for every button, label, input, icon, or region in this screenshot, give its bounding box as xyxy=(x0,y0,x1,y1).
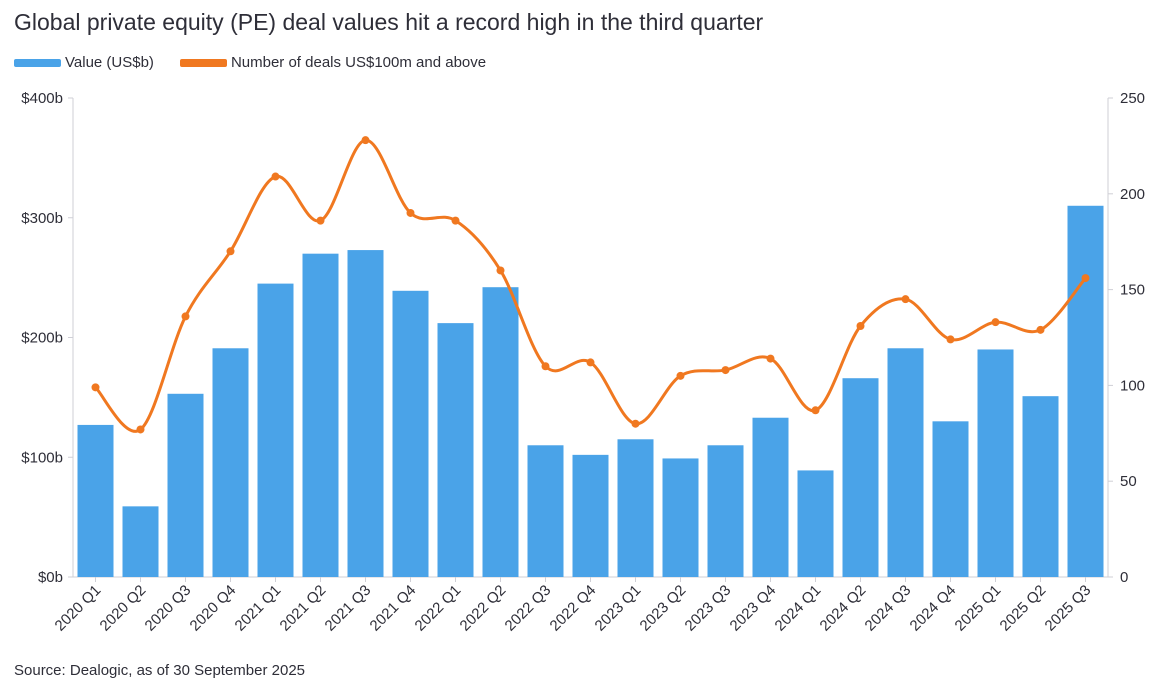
deals-point xyxy=(856,322,865,331)
bar xyxy=(1067,205,1104,577)
x-tick-label: 2021 Q4 xyxy=(367,582,420,635)
deals-point xyxy=(811,406,820,415)
y-right-tick-label: 100 xyxy=(1120,377,1145,394)
legend-item-deals: Number of deals US$100m and above xyxy=(179,54,487,71)
bar xyxy=(572,454,609,577)
legend-swatch-deals xyxy=(179,58,227,67)
x-tick-label: 2024 Q4 xyxy=(907,582,960,635)
deals-point xyxy=(91,383,100,392)
deals-point xyxy=(136,425,145,434)
x-tick-label: 2021 Q1 xyxy=(232,582,285,635)
y-right-tick-label: 50 xyxy=(1120,473,1137,490)
y-left-tick-label: $100b xyxy=(21,449,63,466)
bar xyxy=(347,250,384,577)
legend: Value (US$b) Number of deals US$100m and… xyxy=(14,54,512,71)
bar xyxy=(122,506,159,577)
bar xyxy=(662,458,699,577)
x-tick-label: 2023 Q3 xyxy=(682,582,735,635)
legend-label-value: Value (US$b) xyxy=(65,54,154,71)
y-right-tick-label: 200 xyxy=(1120,186,1145,203)
deals-point xyxy=(271,172,280,181)
y-right-tick-label: 250 xyxy=(1120,90,1145,107)
deals-point xyxy=(946,335,955,344)
bar xyxy=(842,378,879,577)
deals-point xyxy=(766,354,775,363)
x-tick-label: 2020 Q2 xyxy=(97,582,150,635)
chart-axes: $0b $100b $200b $300b $400b 0 50 100 150 200 250 xyxy=(21,90,1145,586)
bar xyxy=(797,470,834,577)
y-left-tick-label: $300b xyxy=(21,210,63,227)
y-left-tick-label: $0b xyxy=(38,569,63,586)
bar xyxy=(1022,396,1059,577)
x-tick-label: 2021 Q2 xyxy=(277,582,330,635)
bar xyxy=(887,348,924,577)
chart-title: Global private equity (PE) deal values h… xyxy=(14,9,764,35)
x-tick-label: 2022 Q2 xyxy=(457,582,510,635)
deals-point xyxy=(676,371,685,380)
deals-point xyxy=(181,312,190,321)
legend-label-deals: Number of deals US$100m and above xyxy=(230,54,487,71)
x-tick-label: 2025 Q1 xyxy=(952,582,1005,635)
x-tick-label: 2023 Q4 xyxy=(727,582,780,635)
bar-series xyxy=(77,205,1104,578)
legend-item-value: Value (US$b) xyxy=(14,54,154,71)
x-tick-label: 2025 Q2 xyxy=(997,582,1050,635)
x-tick-label: 2023 Q1 xyxy=(592,582,645,635)
bar xyxy=(617,439,654,577)
x-tick-label: 2024 Q2 xyxy=(817,582,870,635)
deals-point xyxy=(631,419,640,428)
bar xyxy=(527,445,564,577)
bar xyxy=(212,348,249,577)
legend-swatch-value xyxy=(14,58,61,67)
deals-point xyxy=(586,358,595,367)
deals-point xyxy=(1036,325,1045,334)
x-tick-label: 2025 Q3 xyxy=(1042,582,1095,635)
x-tick-label: 2020 Q4 xyxy=(187,582,240,635)
source-note: Source: Dealogic, as of 30 September 202… xyxy=(14,662,306,679)
bar xyxy=(392,290,429,577)
x-tick-label: 2024 Q3 xyxy=(862,582,915,635)
line-series xyxy=(91,136,1090,434)
x-tick-label: 2022 Q3 xyxy=(502,582,555,635)
x-tick-label: 2020 Q3 xyxy=(142,582,195,635)
deals-point xyxy=(901,295,910,304)
x-tick-label: 2022 Q4 xyxy=(547,582,600,635)
x-tick-label: 2023 Q2 xyxy=(637,582,690,635)
x-tick-label: 2024 Q1 xyxy=(772,582,825,635)
bar xyxy=(977,349,1014,577)
x-tick-label: 2021 Q3 xyxy=(322,582,375,635)
deals-point xyxy=(496,266,505,275)
deals-point xyxy=(991,318,1000,327)
y-left-tick-label: $200b xyxy=(21,330,63,347)
bar xyxy=(482,287,519,577)
y-right-tick-label: 150 xyxy=(1120,282,1145,299)
bar xyxy=(707,445,744,577)
x-tick-label: 2020 Q1 xyxy=(52,582,105,635)
deals-point xyxy=(226,247,235,256)
y-left-tick-label: $400b xyxy=(21,90,63,107)
bar xyxy=(932,421,969,577)
bar xyxy=(77,424,114,577)
deals-point xyxy=(316,216,325,225)
deals-point xyxy=(361,136,370,145)
deals-point xyxy=(1081,274,1090,283)
y-right-tick-label: 0 xyxy=(1120,569,1128,586)
bar xyxy=(257,283,294,577)
x-tick-label: 2022 Q1 xyxy=(412,582,465,635)
bar xyxy=(302,253,339,578)
deals-point xyxy=(406,208,415,217)
deals-point xyxy=(541,362,550,371)
deals-point xyxy=(721,366,730,375)
bar xyxy=(167,393,204,577)
bar xyxy=(437,323,474,577)
deals-point xyxy=(451,216,460,225)
bar xyxy=(752,417,789,577)
